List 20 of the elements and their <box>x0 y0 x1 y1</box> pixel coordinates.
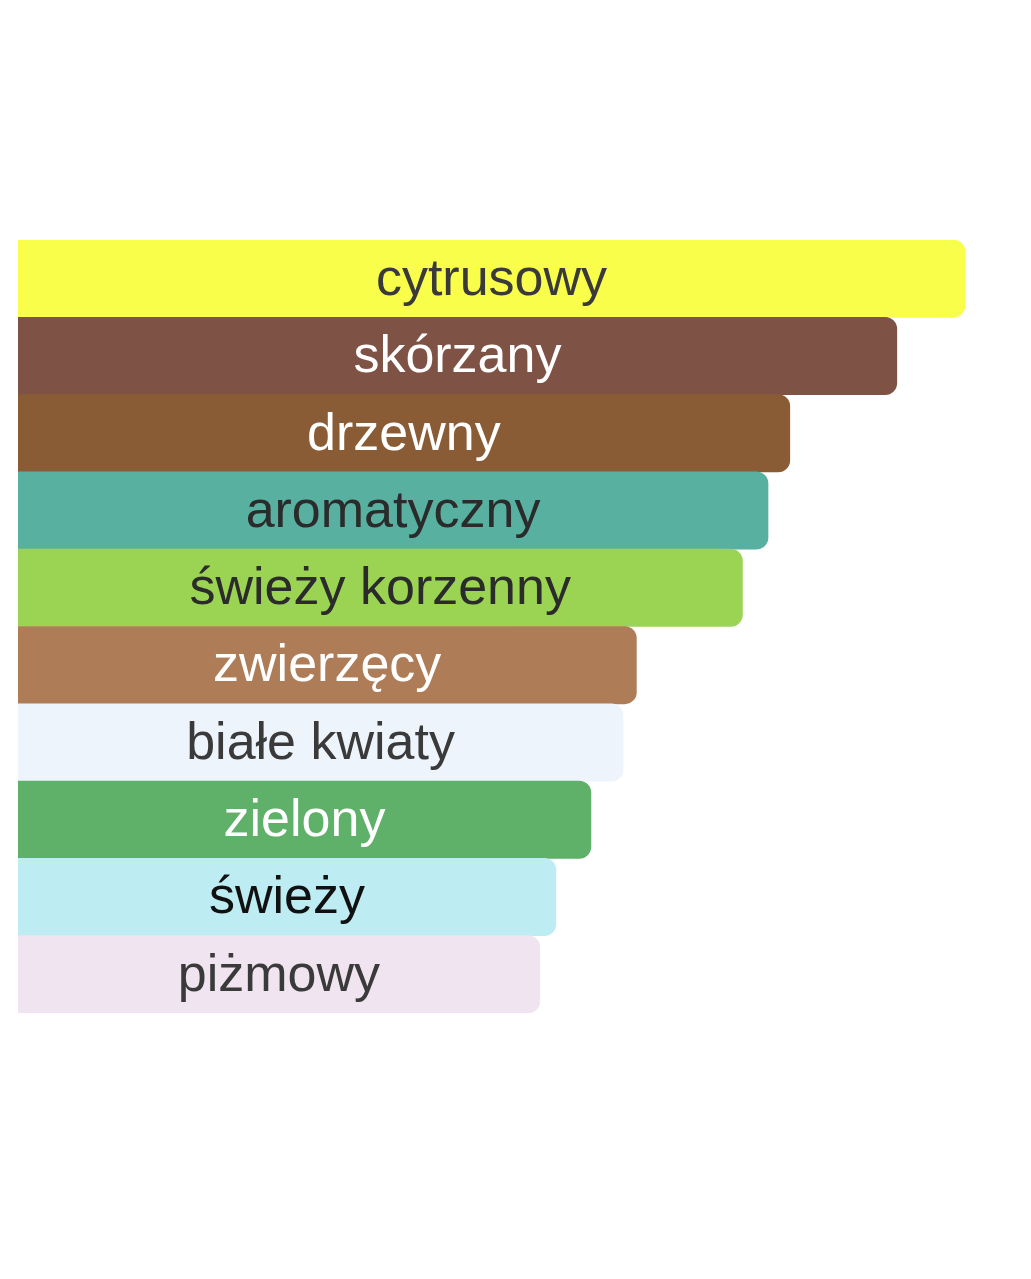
bar <box>18 471 769 550</box>
y-tick-label: cytrusowy <box>375 247 608 306</box>
y-tick-label: aromatyczny <box>245 479 541 538</box>
y-tick-label: drzewny <box>307 402 501 461</box>
y-tick-label: świeży korzenny <box>189 557 571 616</box>
y-tick-label: skórzany <box>353 325 562 384</box>
bar <box>18 780 592 859</box>
bar <box>18 394 791 473</box>
bar <box>18 858 557 937</box>
y-tick-label: białe kwiaty <box>186 711 455 770</box>
bar <box>18 548 743 627</box>
bar <box>18 316 898 395</box>
y-tick-label: zwierzęcy <box>213 634 442 693</box>
bar <box>18 240 965 318</box>
bar <box>18 935 541 1013</box>
bar <box>18 626 637 705</box>
y-tick-label: zielony <box>223 789 386 848</box>
y-tick-label: świeży <box>208 866 365 925</box>
y-tick-label: piżmowy <box>177 943 381 1002</box>
bar <box>18 703 624 782</box>
